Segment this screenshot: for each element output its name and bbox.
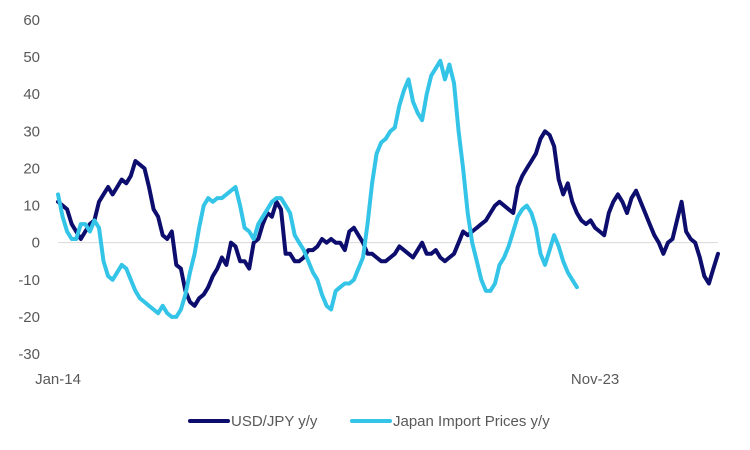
y-tick-label: 10 (23, 198, 40, 215)
y-tick-label: -20 (18, 309, 40, 326)
y-tick-label: -10 (18, 272, 40, 289)
y-tick-label: 50 (23, 49, 40, 66)
x-tick-label: Jan-14 (35, 371, 81, 388)
y-tick-label: 30 (23, 123, 40, 140)
series-lines (56, 58, 720, 319)
y-tick-label: 40 (23, 86, 40, 103)
legend: USD/JPY y/y Japan Import Prices y/y (188, 413, 550, 430)
y-tick-label: 0 (32, 235, 40, 252)
y-tick-label: 20 (23, 160, 40, 177)
y-axis-ticks: 60 50 40 30 20 10 0 -10 -20 -30 (18, 12, 40, 363)
series-line-1 (56, 58, 579, 319)
legend-label-0: USD/JPY y/y (231, 413, 318, 430)
y-tick-label: 60 (23, 12, 40, 29)
legend-label-1: Japan Import Prices y/y (393, 413, 550, 430)
series-line-0 (56, 129, 720, 308)
x-axis-ticks: Jan-14 Nov-23 (35, 371, 619, 388)
y-tick-label: -30 (18, 346, 40, 363)
x-tick-label: Nov-23 (571, 371, 619, 388)
